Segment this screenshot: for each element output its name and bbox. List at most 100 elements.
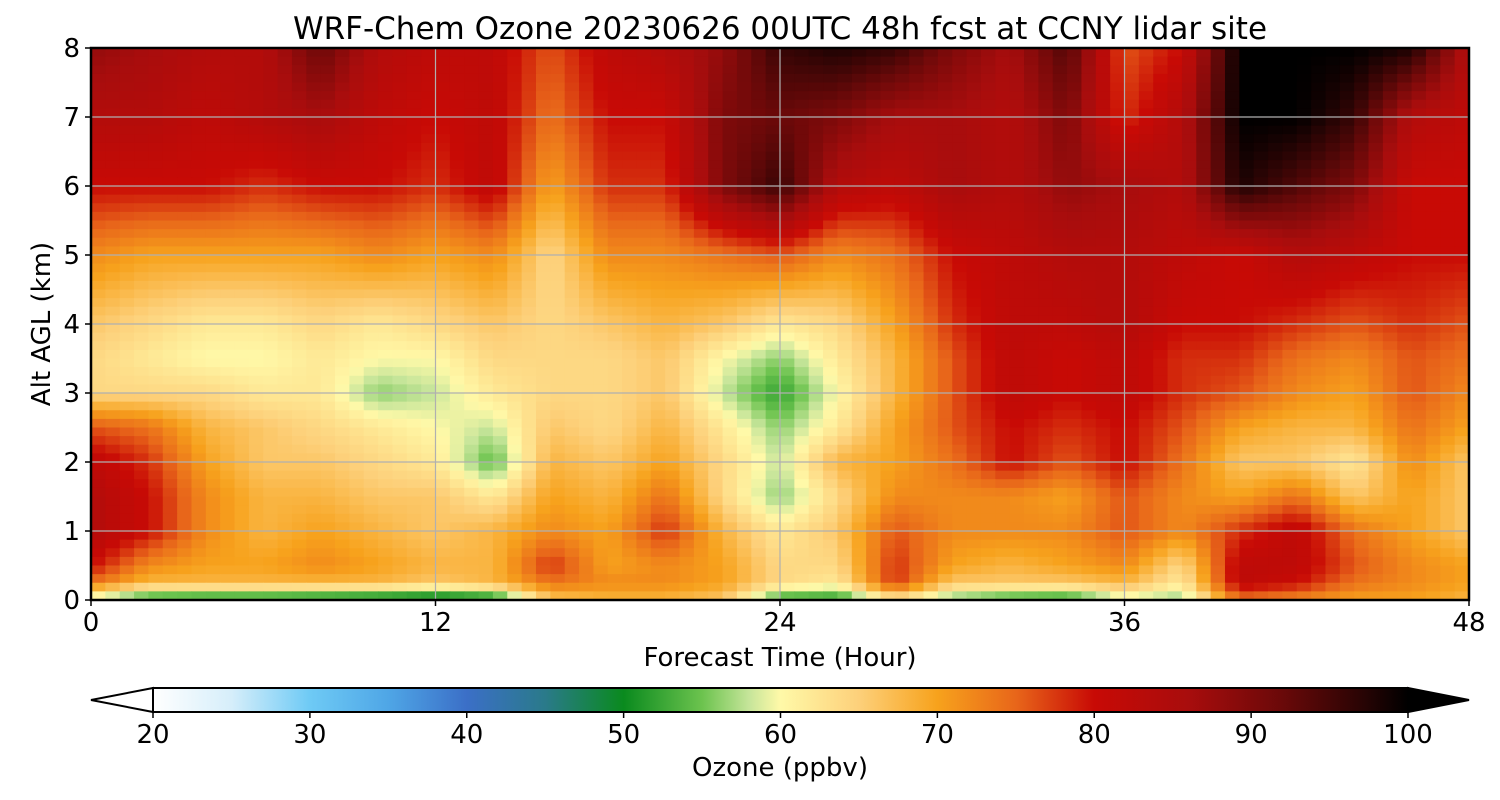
heatmap-cell [406,108,422,118]
heatmap-cell [105,487,121,498]
heatmap-cell [650,367,666,377]
heatmap-cell [995,393,1011,403]
heatmap-cell [248,280,264,291]
heatmap-cell [335,393,350,403]
heatmap-cell [966,444,982,454]
heatmap-cell [162,177,178,187]
heatmap-cell [478,315,494,325]
heatmap-cell [349,427,365,437]
heatmap-cell [1311,220,1327,230]
heatmap-cell [162,289,178,299]
heatmap-cell [1325,203,1341,213]
heatmap-cell [722,393,738,403]
heatmap-cell [736,246,752,256]
heatmap-cell [1253,211,1269,222]
heatmap-cell [1425,134,1441,144]
heatmap-cell [1081,194,1097,204]
heatmap-cell [1110,349,1126,360]
heatmap-cell [162,203,178,213]
heatmap-cell [177,142,193,153]
heatmap-cell [923,263,939,273]
heatmap-cell [765,332,781,342]
heatmap-cell [995,470,1011,480]
heatmap-cell [1110,358,1126,368]
heatmap-cell [1124,470,1140,480]
heatmap-cell [521,487,537,498]
heatmap-cell [1081,298,1097,308]
heatmap-cell [1052,151,1068,161]
heatmap-cell [736,263,752,273]
heatmap-cell [1282,393,1298,403]
heatmap-cell [636,298,652,308]
heatmap-cell [1138,73,1154,84]
heatmap-cell [1024,237,1039,247]
heatmap-cell [521,142,537,153]
heatmap-cell [1009,367,1025,377]
heatmap-cell [909,186,925,196]
heatmap-cell [1368,358,1384,368]
heatmap-cell [851,375,867,385]
heatmap-cell [1181,470,1197,480]
heatmap-cell [1354,315,1370,325]
heatmap-cell [693,203,709,213]
heatmap-cell [1339,168,1355,178]
heatmap-cell [478,73,494,84]
heatmap-cell [220,263,236,273]
heatmap-cell [1095,125,1111,135]
heatmap-cell [794,99,810,109]
heatmap-cell [1382,487,1398,498]
heatmap-cell [622,341,638,351]
heatmap-cell [306,332,322,342]
heatmap-cell [220,479,236,489]
heatmap-cell [607,298,623,308]
heatmap-cell [349,298,365,308]
heatmap-cell [751,73,767,84]
heatmap-cell [148,48,164,58]
heatmap-cell [837,393,853,403]
heatmap-cell [550,324,566,334]
heatmap-cell [851,211,867,222]
heatmap-cell [435,203,451,213]
heatmap-cell [234,384,250,394]
heatmap-cell [909,65,925,75]
heatmap-cell [909,332,925,342]
heatmap-cell [937,220,953,230]
heatmap-cell [665,211,681,222]
heatmap-cell [593,177,609,187]
heatmap-cell [148,108,164,118]
heatmap-cell [636,229,652,239]
heatmap-cell [679,177,695,187]
heatmap-cell [1067,401,1083,411]
heatmap-cell [1153,427,1169,437]
heatmap-cell [406,427,422,437]
heatmap-cell [751,91,767,101]
heatmap-cell [507,306,523,316]
heatmap-cell [937,358,953,368]
heatmap-cell [435,427,451,437]
heatmap-cell [693,444,709,454]
heatmap-cell [263,91,279,101]
heatmap-cell [1368,401,1384,411]
heatmap-cell [191,151,207,161]
heatmap-cell [550,229,566,239]
heatmap-cell [1454,82,1470,92]
heatmap-cell [751,349,767,360]
heatmap-cell [736,470,752,480]
heatmap-cell [291,393,307,403]
heatmap-cell [1282,82,1298,92]
heatmap-cell [492,462,508,472]
heatmap-cell [406,479,422,489]
heatmap-cell [248,341,264,351]
heatmap-cell [392,91,408,101]
heatmap-cell [1296,427,1312,437]
heatmap-cell [1067,462,1083,472]
heatmap-cell [306,108,322,118]
heatmap-cell [363,203,379,213]
heatmap-cell [306,48,322,58]
heatmap-cell [1411,479,1427,489]
heatmap-cell [535,237,551,247]
heatmap-cell [794,48,810,58]
heatmap-cell [1196,134,1212,144]
heatmap-cell [1382,56,1398,66]
heatmap-cell [220,65,236,75]
